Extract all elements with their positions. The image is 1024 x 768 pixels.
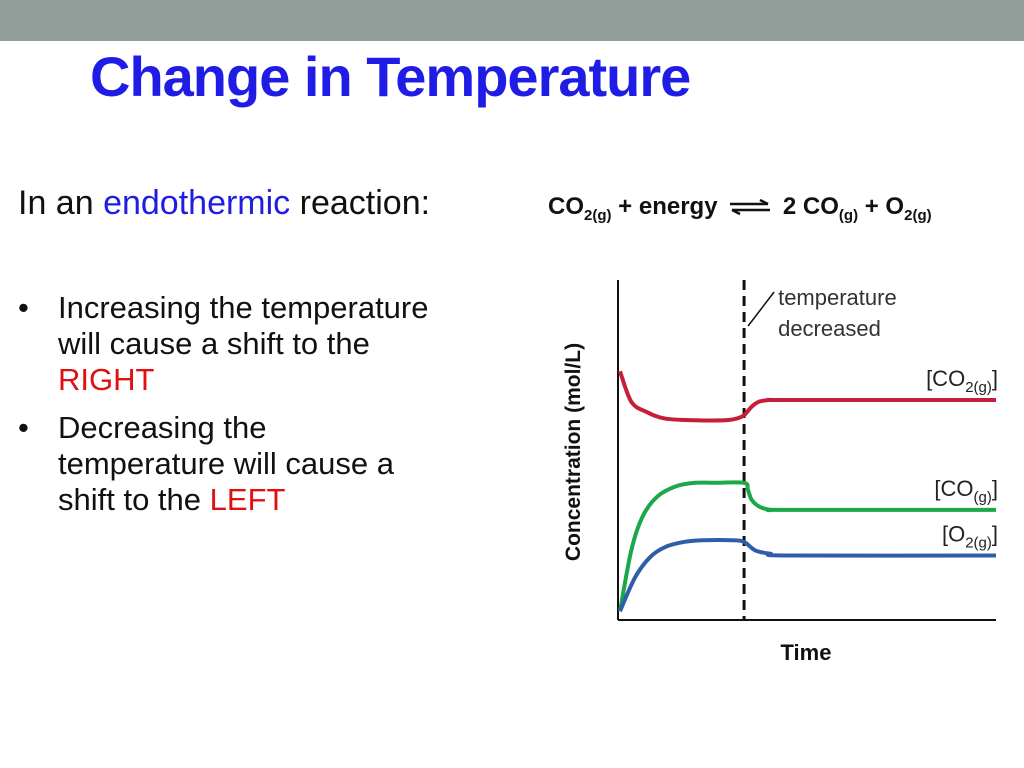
equilibrium-arrows-icon bbox=[728, 194, 772, 222]
reaction-equation: CO2(g) + energy 2 CO(g) + O2(g) bbox=[548, 193, 932, 224]
bullet-text: Increasing the temperature bbox=[58, 290, 429, 325]
bullet-item-decrease: • Decreasing the temperature will cause … bbox=[18, 410, 548, 518]
intro-prefix: In an bbox=[18, 184, 94, 222]
series-label-2: [O2(g)] bbox=[942, 521, 998, 551]
concentration-chart: Concentration (mol/L) Time temperature de… bbox=[562, 280, 998, 665]
annotation-leader bbox=[747, 291, 775, 327]
y-axis-label: Concentration (mol/L) bbox=[562, 343, 585, 561]
slide-title: Change in Temperature bbox=[90, 45, 691, 108]
series-label-0: [CO2(g)] bbox=[926, 366, 998, 396]
eq-o2-sub-num: 2 bbox=[904, 207, 913, 224]
top-band bbox=[0, 0, 1024, 41]
bullet-marker: • bbox=[18, 410, 29, 445]
bullet-emphasis-right: RIGHT bbox=[58, 362, 155, 397]
eq-co2: CO bbox=[548, 193, 584, 220]
intro-line: In an endothermic reaction: bbox=[18, 184, 430, 223]
series-line-0 bbox=[618, 370, 996, 423]
bullet-text: temperature will cause a bbox=[58, 446, 394, 481]
eq-co2-sub-num: 2 bbox=[584, 207, 593, 224]
bullet-text: will cause a shift to the bbox=[58, 326, 370, 361]
bullet-emphasis-left: LEFT bbox=[209, 482, 286, 517]
bullet-text: Decreasing the bbox=[58, 410, 267, 445]
series-line-2 bbox=[618, 538, 997, 613]
bullet-text: shift to the bbox=[58, 482, 202, 517]
bullet-list: • Increasing the temperature will cause … bbox=[18, 290, 548, 530]
intro-suffix: reaction: bbox=[299, 184, 431, 222]
eq-co2-sub-state: (g) bbox=[592, 207, 612, 224]
eq-plus-energy: + energy bbox=[618, 193, 718, 220]
intro-highlight: endothermic bbox=[103, 184, 291, 222]
series-line-1 bbox=[618, 480, 996, 612]
eq-o2-sub-state: (g) bbox=[912, 207, 932, 224]
eq-co: 2 CO bbox=[782, 193, 839, 220]
bullet-item-increase: • Increasing the temperature will cause … bbox=[18, 290, 548, 398]
eq-co-sub: (g) bbox=[838, 207, 859, 224]
annotation-text: temperature decreased bbox=[778, 285, 897, 341]
eq-plus-o2: + O bbox=[864, 193, 905, 220]
bullet-marker: • bbox=[18, 290, 29, 325]
x-axis-label: Time bbox=[781, 640, 832, 665]
series-label-1: [CO(g)] bbox=[934, 476, 998, 506]
